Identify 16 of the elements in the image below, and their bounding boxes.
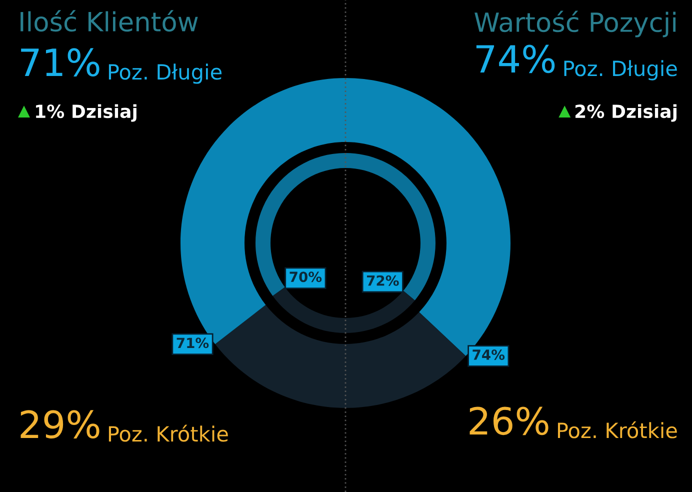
text: 29% [20,410,100,439]
text: Poz. Krótkie [108,424,228,442]
text: 74% [476,44,555,74]
data-label: 71% [176,338,209,348]
text: Wartość Pozycji [474,10,676,38]
chart-title: Ilość Klientów [20,10,198,32]
text: 1% Dzisiaj [36,104,136,122]
data-label: 72% [366,275,399,286]
text: Poz. Długie [564,60,677,80]
text: 71% [21,48,100,77]
text: Poz. Krótkie [558,421,677,438]
data-label: 70% [290,272,322,282]
data-label: 74% [472,349,505,360]
text: Poz. Długie [108,64,222,84]
text: 2% Dzisiaj [575,104,676,122]
text: 26% [470,406,548,436]
